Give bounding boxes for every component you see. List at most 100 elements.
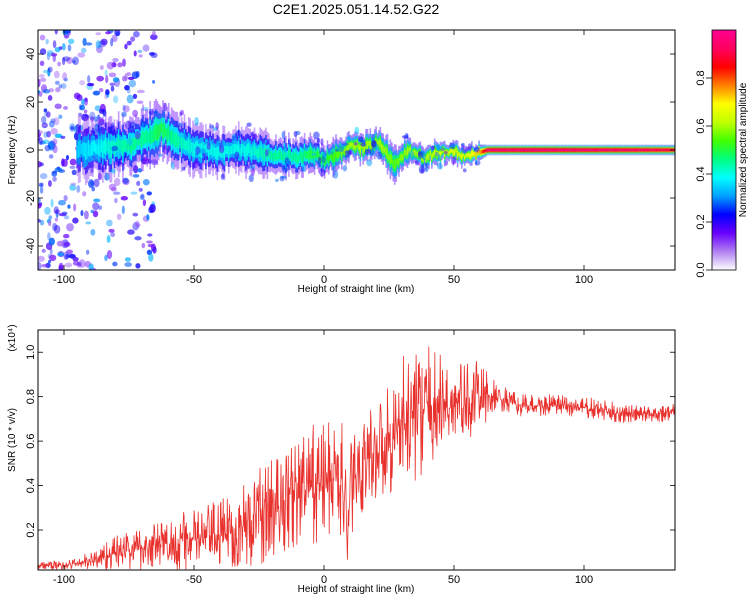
halo-blob xyxy=(179,109,185,116)
noise-blob xyxy=(108,72,117,78)
spectrogram-cell xyxy=(585,148,588,152)
spectrogram-cell xyxy=(309,147,312,158)
noise-blob xyxy=(43,131,49,139)
spectrogram-cell xyxy=(638,148,640,152)
noise-blob xyxy=(112,261,118,267)
spectrogram-cell xyxy=(262,149,264,162)
spectrogram-cell xyxy=(601,148,603,152)
spectrogram-cell xyxy=(93,140,96,152)
halo-blob xyxy=(364,148,372,155)
noise-blob xyxy=(72,217,79,224)
spectrogram-cell xyxy=(140,132,143,149)
spectrogram-cell xyxy=(618,148,620,152)
noise-blob xyxy=(122,105,130,113)
spectrogram-cell xyxy=(545,148,548,152)
spectrogram-cell xyxy=(187,138,190,153)
spectrogram-cell xyxy=(150,130,153,144)
spectrogram-cell xyxy=(624,148,626,152)
noise-blob xyxy=(80,210,84,217)
noise-blob xyxy=(38,255,45,262)
spectrogram-cell xyxy=(110,140,113,158)
spectrogram-cell xyxy=(619,148,622,152)
noise-blob xyxy=(115,31,120,37)
halo-blob xyxy=(462,168,467,173)
spectrogram-cell xyxy=(259,145,262,157)
spectrogram-cell xyxy=(302,152,304,163)
halo-blob xyxy=(206,141,211,150)
spectrogram-cell xyxy=(566,148,569,152)
halo-blob xyxy=(248,174,254,183)
noise-blob xyxy=(78,104,82,111)
spectrogram-cell xyxy=(87,140,90,157)
spectrogram-cell xyxy=(621,148,623,152)
noise-blob xyxy=(87,75,91,83)
spectrogram-cell xyxy=(162,123,164,139)
spectrogram-cell xyxy=(515,148,518,152)
spectrogram-cell xyxy=(639,148,642,152)
spectrogram-cell xyxy=(584,148,586,152)
halo-blob xyxy=(341,142,349,146)
spectrogram-cell xyxy=(496,148,499,152)
halo-blob xyxy=(295,130,301,136)
noise-blob xyxy=(150,159,159,166)
halo-blob xyxy=(354,126,360,135)
spectrogram-cell xyxy=(173,132,176,148)
noise-blob xyxy=(142,178,150,186)
noise-blob xyxy=(53,224,61,234)
spectrogram-x-axis-label: Height of straight line (km) xyxy=(298,284,415,295)
halo-blob xyxy=(319,168,326,177)
spectrogram-cell xyxy=(229,145,232,155)
spectrogram-cell xyxy=(139,135,141,146)
spectrogram-cell xyxy=(245,146,247,160)
spectrogram-cell xyxy=(180,137,183,152)
spectrogram-y-axis-label: Frequency (Hz) xyxy=(7,116,18,185)
spectrogram-cell xyxy=(438,151,440,156)
halo-blob xyxy=(450,156,457,165)
noise-blob xyxy=(136,89,145,94)
spectrogram-cell xyxy=(325,158,327,164)
spectrogram-cell xyxy=(242,143,244,153)
spectrogram-cell xyxy=(212,144,214,158)
noise-blob xyxy=(139,194,145,201)
halo-blob xyxy=(157,153,163,158)
spectrogram-cell xyxy=(379,139,382,148)
noise-blob xyxy=(38,78,41,88)
noise-blob xyxy=(63,194,68,202)
noise-blob xyxy=(112,77,120,83)
noise-blob xyxy=(95,32,102,36)
noise-blob xyxy=(88,263,94,270)
halo-blob xyxy=(235,130,242,139)
spectrogram-cell xyxy=(250,148,253,159)
spectrogram-cell xyxy=(282,153,284,163)
noise-blob xyxy=(52,222,58,231)
noise-blob xyxy=(72,60,76,64)
spectrogram-cell xyxy=(648,148,650,152)
noise-blob xyxy=(58,262,64,270)
noise-blob xyxy=(60,83,67,89)
noise-blob xyxy=(47,94,53,101)
spectrogram-cell xyxy=(636,148,639,152)
spectrogram-cell xyxy=(249,145,252,157)
halo-blob xyxy=(366,159,373,167)
halo-blob xyxy=(302,163,306,172)
spectrogram-cell xyxy=(465,153,467,158)
spectrogram-cell xyxy=(152,129,154,143)
snr-x-tick-label: 50 xyxy=(448,574,460,586)
spectrogram-cell xyxy=(476,150,479,155)
spectrogram-cell xyxy=(237,141,240,156)
spectrogram-cell xyxy=(362,145,364,154)
noise-blob xyxy=(76,261,82,266)
spectrogram-cell xyxy=(635,148,638,152)
spectrogram-cell xyxy=(542,148,545,152)
spectrogram-cell xyxy=(538,148,540,152)
spectrogram-cell xyxy=(296,154,299,165)
halo-blob xyxy=(360,142,367,147)
noise-blob xyxy=(138,187,143,192)
spectrogram-cell xyxy=(656,148,659,152)
noise-blob xyxy=(61,158,65,167)
spectrogram-cell xyxy=(170,129,173,145)
noise-blob xyxy=(70,126,75,131)
spectrogram-cell xyxy=(433,148,436,156)
spectrogram-cell xyxy=(338,150,340,158)
halo-blob xyxy=(177,122,184,127)
